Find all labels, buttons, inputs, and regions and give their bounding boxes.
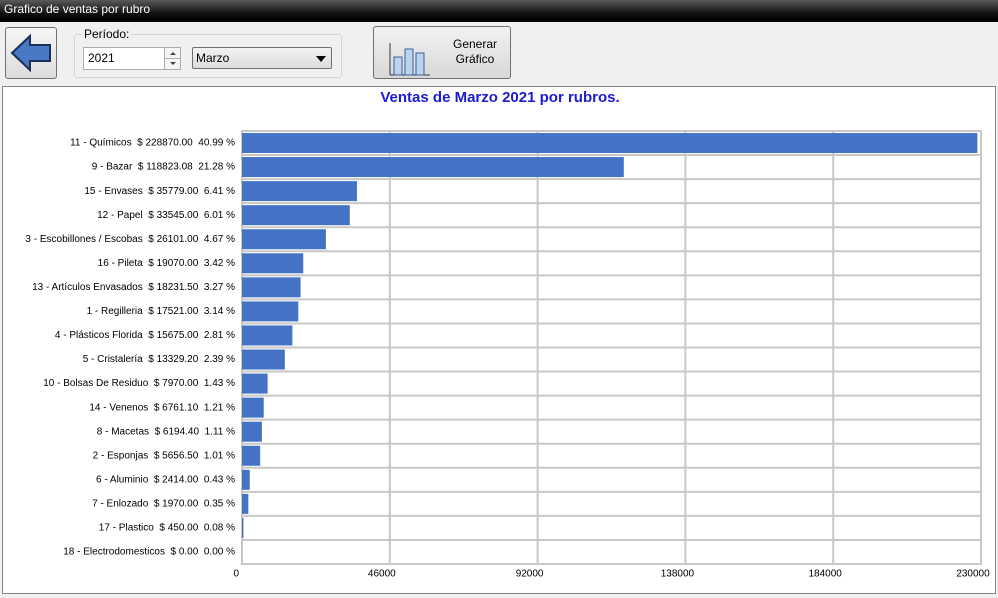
- bar: [242, 493, 249, 514]
- bar: [242, 181, 357, 202]
- chart-title: Ventas de Marzo 2021 por rubros.: [380, 89, 619, 106]
- month-value: Marzo: [196, 51, 230, 65]
- y-tick-label: 9 - Bazar $ 118823.08 21.28 %: [92, 162, 235, 173]
- period-label: Período:: [82, 27, 132, 41]
- bar: [242, 301, 299, 322]
- bar: [242, 349, 285, 370]
- y-tick-label: 3 - Escobillones / Escobas $ 26101.00 4.…: [25, 234, 235, 245]
- spinner-icon: [165, 52, 181, 65]
- bar: [242, 229, 326, 250]
- y-tick-label: 14 - Venenos $ 6761.10 1.21 %: [89, 402, 235, 413]
- y-tick-label: 6 - Aluminio $ 2414.00 0.43 %: [96, 474, 235, 485]
- x-tick-label: 0: [233, 569, 239, 580]
- bar: [242, 469, 250, 490]
- chart: Ventas de Marzo 2021 por rubros. 0 46000 9…: [25, 89, 990, 580]
- y-tick-label: 10 - Bolsas De Residuo $ 7970.00 1.43 %: [43, 378, 235, 389]
- generate-label-line: Generar: [452, 37, 498, 51]
- bar: [242, 397, 264, 418]
- back-icon: [10, 33, 51, 73]
- generate-label-line: Gráfico: [455, 52, 495, 66]
- x-tick-label: 92000: [516, 569, 544, 580]
- bar: [242, 517, 244, 538]
- month-dropdown[interactable]: Marzo: [192, 47, 332, 69]
- y-tick-label: 8 - Macetas $ 6194.40 1.11 %: [97, 426, 235, 437]
- y-tick-label: 16 - Pileta $ 19070.00 3.42 %: [98, 258, 235, 269]
- dropdown-arrow: [316, 56, 326, 62]
- generate-label: Generar Gráfico: [440, 37, 510, 67]
- y-tick-label: 7 - Enlozado $ 1970.00 0.35 %: [92, 499, 235, 510]
- generate-button[interactable]: [373, 26, 511, 79]
- y-tick-label: 13 - Artículos Envasados $ 18231.50 3.27…: [32, 282, 235, 293]
- period-group: [74, 34, 342, 78]
- x-tick-label: 230000: [956, 569, 990, 580]
- bar: [242, 421, 262, 442]
- y-tick-label: 17 - Plastico $ 450.00 0.08 %: [99, 523, 235, 534]
- x-tick-label: 138000: [661, 569, 695, 580]
- y-tick-label: 1 - Regilleria $ 17521.00 3.14 %: [87, 306, 236, 317]
- y-tick-label: 5 - Cristalería $ 13329.20 2.39 %: [83, 354, 235, 365]
- chart-panel: Ventas de Marzo 2021 por rubros. 0 46000 9…: [2, 86, 996, 594]
- bar: [242, 325, 293, 346]
- bar: [242, 373, 268, 394]
- y-tick-label: 15 - Envases $ 35779.00 6.41 %: [84, 186, 235, 197]
- bar: [242, 277, 301, 298]
- y-tick-label: 2 - Esponjas $ 5656.50 1.01 %: [93, 450, 235, 461]
- chart-icon: [389, 43, 430, 76]
- x-tick-label: 46000: [368, 569, 396, 580]
- bar: [242, 445, 261, 466]
- bar: [242, 133, 978, 154]
- back-button[interactable]: [5, 27, 57, 79]
- bar: [242, 253, 304, 274]
- x-tick-label: 184000: [809, 569, 843, 580]
- y-tick-label: 4 - Plásticos Florida $ 15675.00 2.81 %: [55, 330, 235, 341]
- window-title: Grafico de ventas por rubro: [0, 0, 998, 22]
- y-tick-label: 11 - Químicos $ 228870.00 40.99 %: [70, 138, 235, 149]
- y-tick-label: 18 - Electrodomesticos $ 0.00 0.00 %: [63, 547, 235, 558]
- bar: [242, 157, 624, 178]
- year-input[interactable]: 2021: [83, 47, 181, 70]
- bar: [242, 205, 350, 226]
- y-tick-label: 12 - Papel $ 33545.00 6.01 %: [97, 210, 235, 221]
- year-spinner[interactable]: [164, 48, 181, 69]
